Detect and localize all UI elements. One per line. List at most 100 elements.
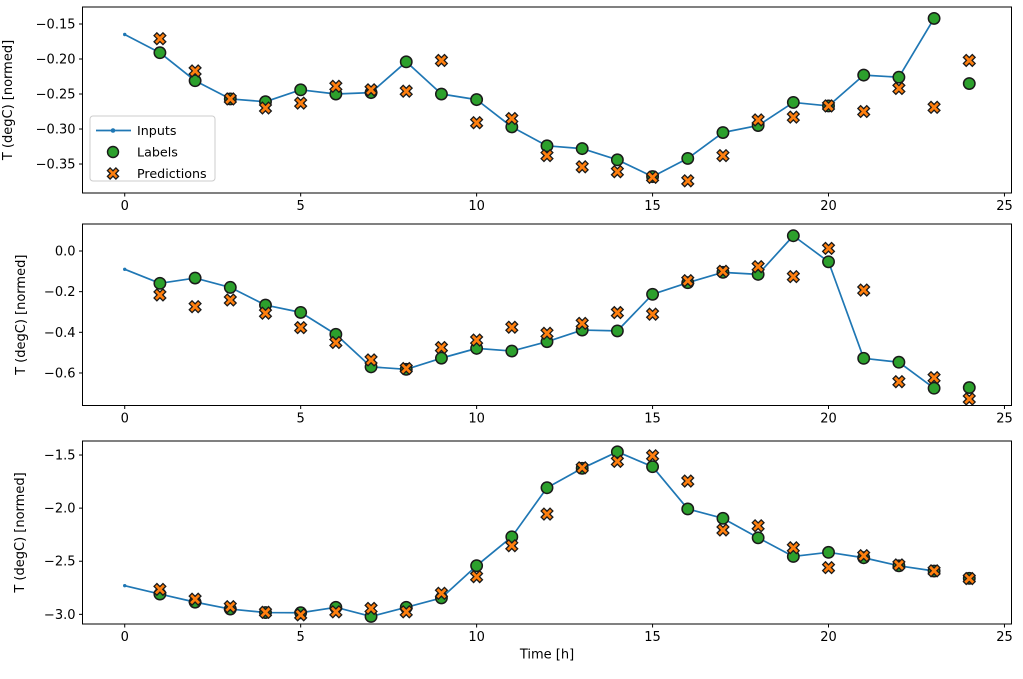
y-tick-label: −2.0 <box>44 502 76 517</box>
y-tick-label: −3.0 <box>44 608 76 623</box>
label-point <box>610 153 624 167</box>
legend-item-inputs: Inputs <box>96 123 176 138</box>
prediction-point <box>821 560 836 575</box>
y-tick-label: −0.4 <box>44 326 76 341</box>
prediction-point <box>399 605 414 619</box>
x-tick-label: 5 <box>297 199 305 214</box>
label-point <box>399 55 413 69</box>
prediction-point <box>680 174 695 188</box>
prediction-point <box>645 448 660 463</box>
legend-inputs-dot <box>110 128 116 133</box>
label-point <box>646 287 660 301</box>
label-point <box>822 255 835 269</box>
prediction-point <box>399 84 414 98</box>
label-point <box>822 545 835 559</box>
prediction-point <box>469 569 484 584</box>
prediction-point <box>751 518 765 533</box>
legend-predictions-marker <box>106 167 120 180</box>
legend-item-label: Labels <box>137 145 178 160</box>
prediction-point <box>188 299 202 314</box>
prediction-point <box>821 241 836 256</box>
prediction-point <box>856 548 871 563</box>
label-point <box>857 68 871 82</box>
prediction-point <box>927 100 941 115</box>
y-tick-label: −0.30 <box>36 123 76 138</box>
x-tick-label: 15 <box>644 412 661 427</box>
input-point <box>123 32 127 37</box>
label-point <box>857 351 871 365</box>
y-axis: −1.5 −2.0 −2.5 −3.0 <box>44 449 83 623</box>
x-axis: 0 5 10 15 20 25 <box>121 405 1013 427</box>
prediction-point <box>856 283 871 297</box>
prediction-point <box>293 96 308 110</box>
prediction-point <box>927 564 941 578</box>
label-point <box>751 531 765 545</box>
input-point <box>123 583 127 588</box>
label-point <box>610 445 624 459</box>
y-tick-label: −1.5 <box>44 449 76 464</box>
prediction-point <box>645 307 660 322</box>
prediction-point <box>856 104 871 119</box>
prediction-point <box>469 115 484 130</box>
prediction-point <box>258 605 273 620</box>
prediction-point <box>927 370 941 385</box>
prediction-point <box>786 540 801 555</box>
legend: Inputs Labels Predictions <box>89 115 216 182</box>
prediction-point <box>505 538 519 553</box>
prediction-point <box>188 64 202 78</box>
y-tick-label: −0.15 <box>36 18 76 33</box>
label-point <box>153 46 167 60</box>
x-tick-label: 20 <box>820 630 837 645</box>
prediction-point <box>962 571 977 586</box>
x-tick-label: 15 <box>644 199 661 214</box>
prediction-point <box>821 99 836 113</box>
label-point <box>716 511 730 525</box>
label-point <box>681 502 695 516</box>
prediction-point <box>575 460 589 475</box>
x-tick-label: 5 <box>297 412 305 427</box>
label-point <box>434 351 448 365</box>
x-tick-label: 25 <box>996 412 1013 427</box>
label-point <box>540 481 554 495</box>
prediction-point <box>962 53 977 68</box>
label-point <box>962 77 976 90</box>
label-point <box>153 276 167 290</box>
y-tick-label: −0.6 <box>44 366 76 381</box>
prediction-point <box>329 335 343 350</box>
prediction-point <box>364 601 378 616</box>
prediction-point <box>575 316 589 331</box>
prediction-point <box>258 306 273 320</box>
prediction-point <box>364 353 378 367</box>
label-point <box>294 305 308 319</box>
label-point <box>927 11 941 25</box>
label-point <box>786 229 800 243</box>
prediction-point <box>505 111 519 126</box>
label-point <box>470 559 484 573</box>
y-axis-label: T (degC) [normed] <box>1 40 16 161</box>
inputs-line <box>124 234 935 389</box>
label-point <box>188 74 202 88</box>
label-point <box>716 126 730 139</box>
label-point <box>434 87 448 101</box>
y-axis-label: T (degC) [normed] <box>13 472 28 593</box>
prediction-point <box>716 523 730 537</box>
y-tick-label: −0.20 <box>36 53 76 68</box>
prediction-point <box>434 340 449 355</box>
prediction-point <box>892 558 906 572</box>
prediction-point <box>751 113 765 127</box>
prediction-point <box>610 454 625 469</box>
x-axis: 0 5 10 15 20 25 <box>121 193 1013 214</box>
label-point <box>786 95 800 109</box>
prediction-point <box>610 305 625 320</box>
prediction-point <box>751 259 765 274</box>
subplot-1: 0 5 10 15 20 25 −0.15 −0.20 −0.25 −0.30 −0.35 T (de… <box>1 6 1013 214</box>
prediction-point <box>680 273 695 288</box>
label-point <box>646 460 660 474</box>
y-tick-label: −0.25 <box>36 88 76 103</box>
x-axis: 0 5 10 15 20 25 <box>121 624 1013 645</box>
prediction-point <box>540 148 554 163</box>
x-tick-label: 0 <box>121 199 129 214</box>
prediction-point <box>293 320 308 335</box>
label-point <box>892 70 906 84</box>
y-tick-label: −0.35 <box>36 158 76 173</box>
